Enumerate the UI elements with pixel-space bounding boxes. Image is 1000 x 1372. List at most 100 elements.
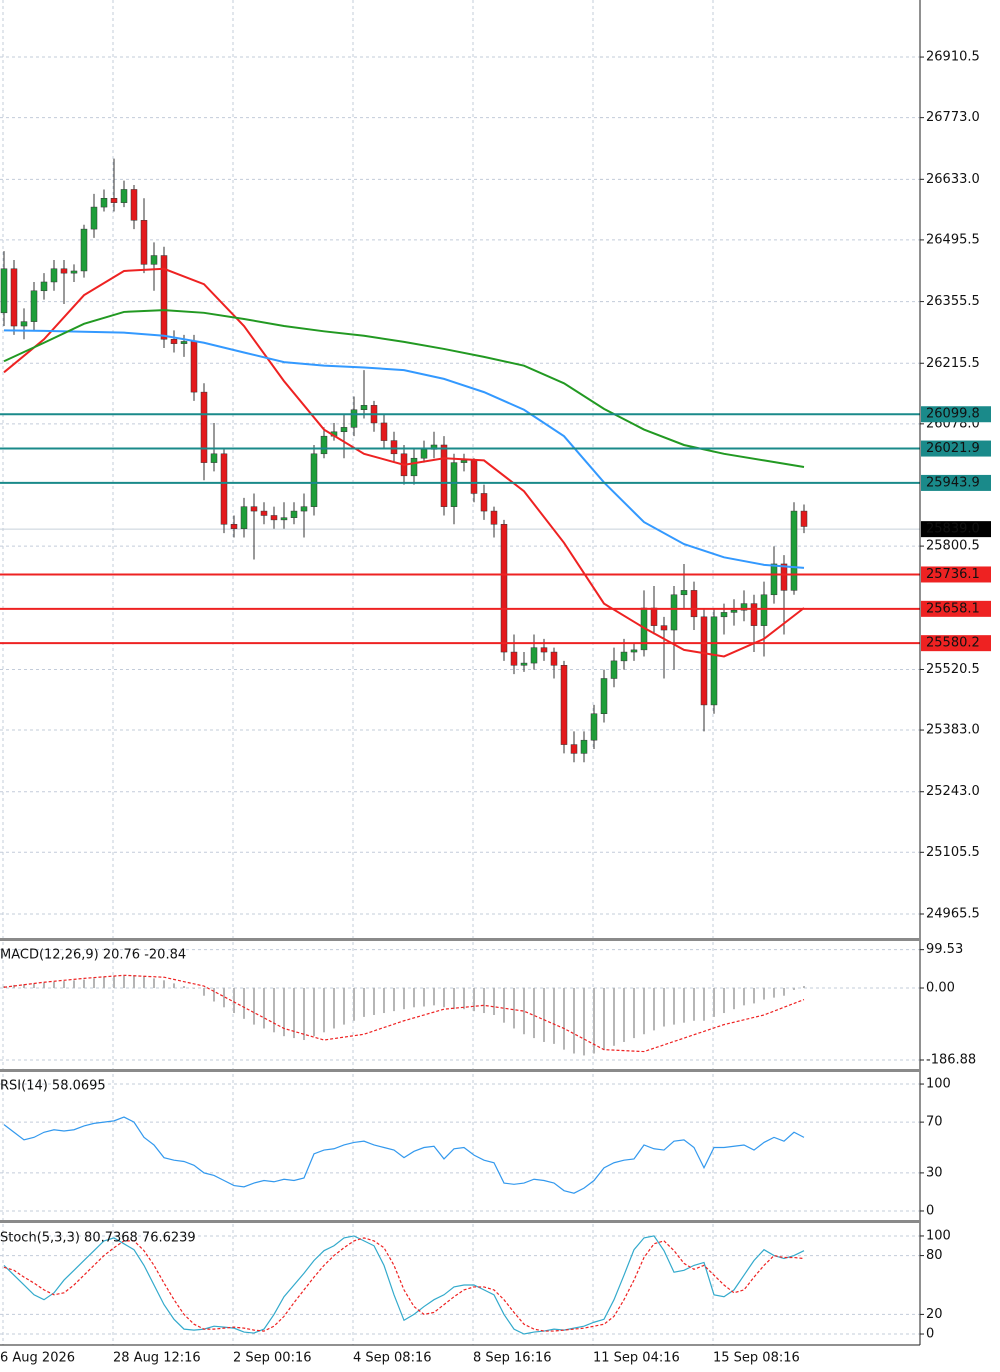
macd-bar [403, 988, 405, 1010]
candle-body [290, 510, 298, 518]
y-tick-label: 26633.0 [926, 172, 980, 187]
macd-bar [173, 983, 175, 989]
current-price-label: 25839.0 [926, 522, 980, 537]
macd-bar [493, 988, 495, 1015]
panel-separator [0, 938, 920, 941]
macd-bar [283, 988, 285, 1037]
macd-bar [473, 988, 475, 1012]
moving-average [3, 309, 805, 469]
candle-body [520, 662, 528, 666]
price-level-box [921, 474, 991, 491]
candle-body [710, 616, 718, 706]
macd-title: MACD(12,26,9) 20.76 -20.84 [0, 948, 186, 963]
candle-body [720, 612, 728, 618]
macd-bar [123, 975, 125, 989]
macd-bar [783, 988, 785, 996]
macd-bar [413, 988, 415, 1008]
macd-bar [153, 978, 155, 989]
indicator-line [3, 1235, 805, 1335]
macd-bar [323, 988, 325, 1033]
macd-bar [523, 988, 525, 1035]
macd-bar [273, 988, 275, 1033]
candle-body [10, 268, 18, 327]
y-tick-label: -186.88 [926, 1053, 976, 1068]
candle-body [560, 665, 568, 745]
y-tick-label: 100 [926, 1228, 951, 1243]
candle-body [650, 607, 658, 626]
candle-body [730, 609, 738, 613]
candle-body [340, 427, 348, 433]
macd-bar [93, 978, 95, 989]
candle-body [480, 493, 488, 512]
macd-bar [683, 988, 685, 1023]
macd-bar [313, 988, 315, 1037]
macd-bar [753, 988, 755, 1004]
macd-bar [263, 988, 265, 1029]
candle-body [300, 506, 308, 512]
candle-body [380, 422, 388, 441]
macd-bar [583, 988, 585, 1056]
macd-bar [663, 988, 665, 1027]
candle-body [280, 517, 288, 521]
y-tick-label: 25800.5 [926, 539, 980, 554]
macd-bar [113, 976, 115, 989]
candle-body [760, 594, 768, 626]
y-tick-label: 0 [926, 1203, 934, 1218]
candle-body [60, 268, 68, 274]
candle-body [740, 603, 748, 611]
candle-body [610, 660, 618, 679]
macd-bar [393, 988, 395, 1012]
macd-bar [803, 986, 805, 989]
macd-bar [423, 988, 425, 1007]
candle-body [620, 651, 628, 662]
macd-bar [293, 988, 295, 1039]
candle-body [670, 594, 678, 631]
candle-body [800, 510, 808, 527]
macd-bar [53, 981, 55, 989]
macd-bar [503, 988, 505, 1023]
macd-bar [373, 988, 375, 1015]
panel-separator [0, 1220, 920, 1223]
macd-bar [573, 988, 575, 1054]
macd-bar [563, 988, 565, 1050]
x-tick-label: 4 Sep 08:16 [353, 1351, 432, 1366]
price-level-box [921, 635, 991, 652]
candle-body [660, 625, 668, 631]
y-tick-label: 26215.5 [926, 356, 980, 371]
candle-body [220, 453, 228, 525]
candle-body [590, 713, 598, 741]
macd-bar [103, 977, 105, 989]
indicator-line [3, 1237, 805, 1332]
candle-body [30, 290, 38, 322]
candle-body [600, 678, 608, 714]
macd-bar [453, 988, 455, 1010]
x-tick-label: 2 Sep 00:16 [233, 1351, 312, 1366]
candle-body [40, 281, 48, 292]
macd-bar [533, 988, 535, 1039]
y-tick-label: 20 [926, 1307, 943, 1322]
x-tick-label: 28 Aug 12:16 [113, 1351, 201, 1366]
macd-bar [743, 988, 745, 1006]
candle-body [510, 651, 518, 666]
macd-bar [343, 988, 345, 1025]
macd-bar [713, 988, 715, 1017]
candle-body [410, 457, 418, 477]
candle-body [50, 268, 58, 283]
x-tick-label: 8 Sep 16:16 [473, 1351, 552, 1366]
y-tick-label: 0.00 [926, 981, 955, 996]
price-level-label: 25736.1 [926, 567, 980, 582]
price-level-box [921, 440, 991, 457]
y-tick-label: 99.53 [926, 942, 963, 957]
candle-body [550, 651, 558, 666]
macd-bar [233, 988, 235, 1014]
label-layer: 26910.5 26773.0 26633.0 26495.5 26355.5 26215… [0, 50, 991, 1366]
macd-bar [613, 988, 615, 1046]
candle-body [150, 255, 158, 265]
candle-body [540, 647, 548, 653]
candle-body [80, 228, 88, 272]
candle-body [350, 409, 358, 428]
candle-body [570, 744, 578, 754]
x-tick-label: 11 Sep 04:16 [593, 1351, 680, 1366]
rsi-title: RSI(14) 58.0695 [0, 1079, 106, 1094]
